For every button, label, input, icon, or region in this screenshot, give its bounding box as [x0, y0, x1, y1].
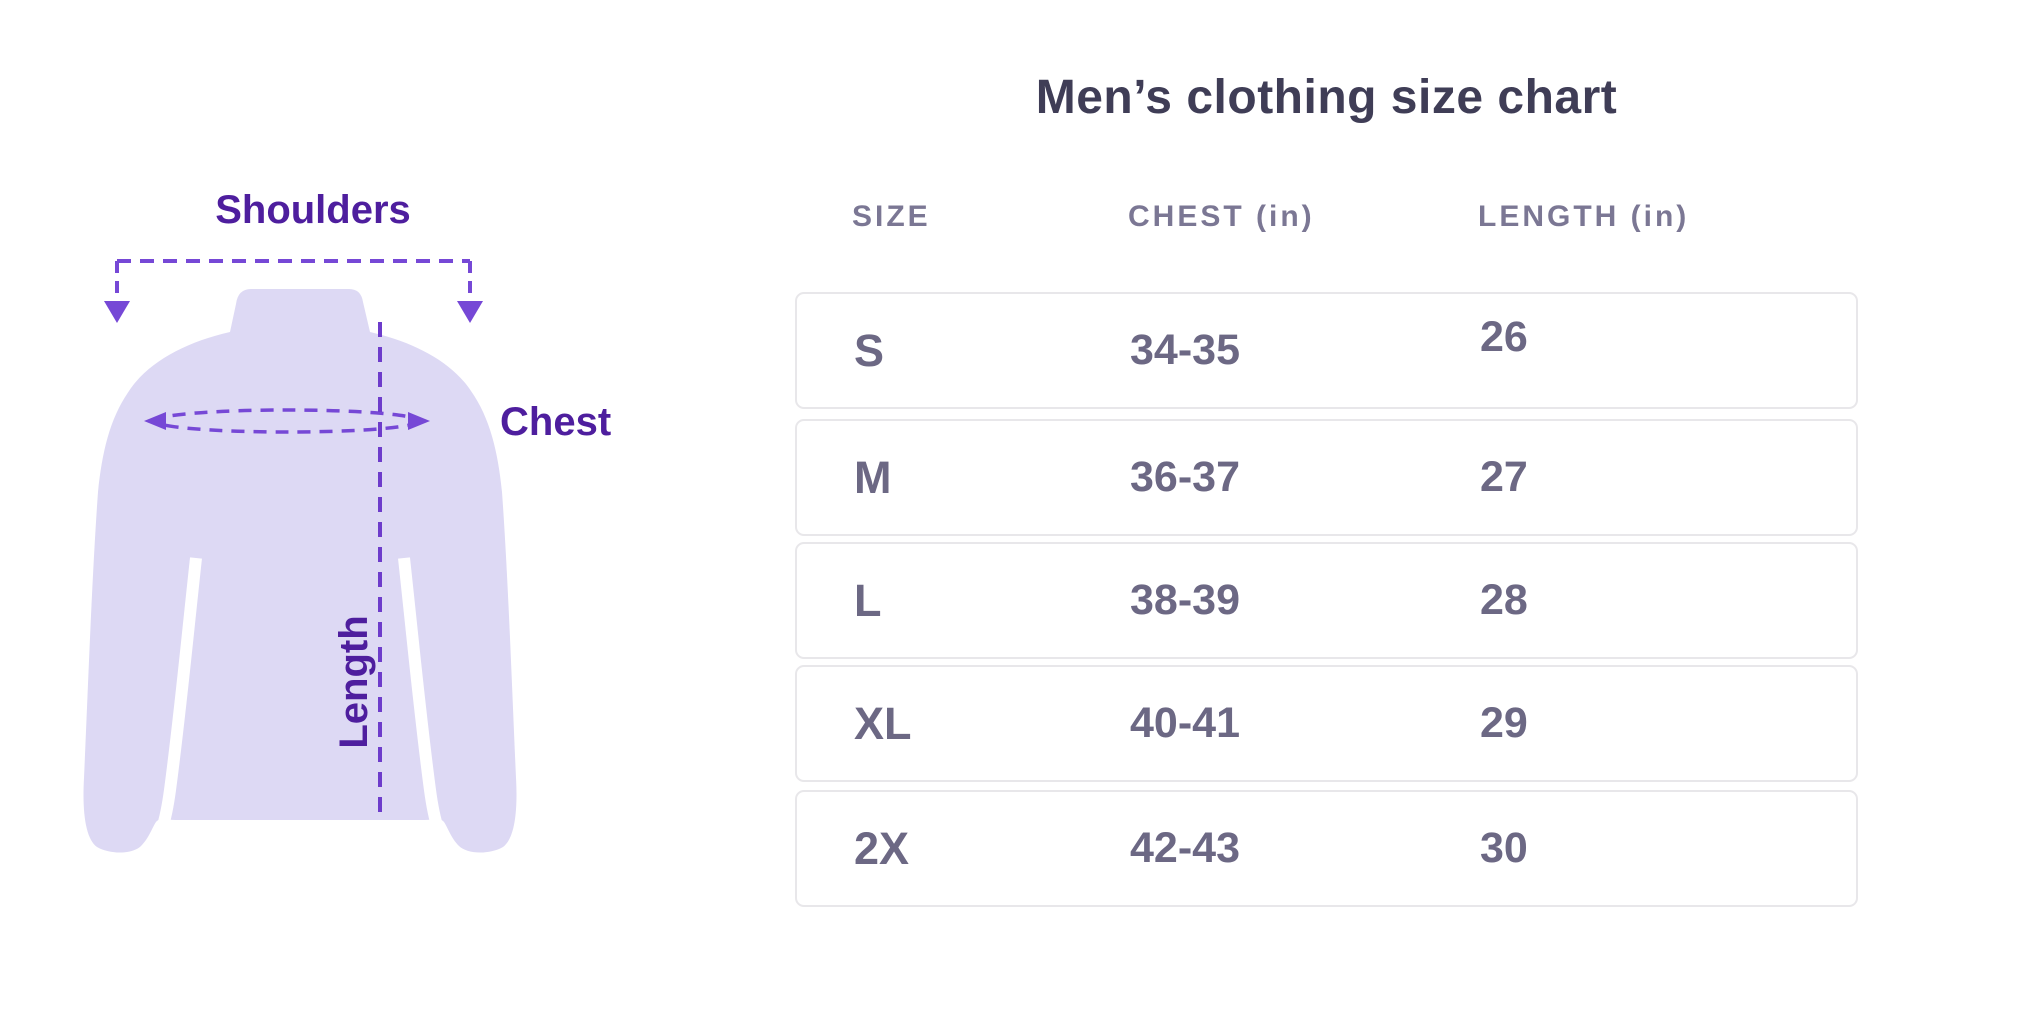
size-cell: M: [854, 451, 892, 503]
length-cell: 28: [1480, 576, 1528, 624]
chest-label: Chest: [500, 400, 612, 444]
shoulders-label: Shoulders: [215, 188, 411, 232]
shoulders-arrowhead-left: [104, 301, 130, 323]
size-cell: 2X: [854, 822, 910, 874]
table-row-xl: XL 40-41 29: [795, 665, 1858, 782]
sleeve-gap-right: [398, 557, 458, 862]
length-cell: 27: [1480, 453, 1528, 501]
table-row-s: S 34-35 26: [795, 292, 1858, 409]
size-chart-table: S 34-35 26 M 36-37 27 L 38-39 28 XL 40-4…: [795, 292, 1858, 907]
column-header-length: LENGTH (in): [1478, 200, 1690, 233]
chest-cell: 38-39: [1130, 576, 1240, 624]
chest-cell: 40-41: [1130, 699, 1240, 747]
length-cell: 26: [1480, 313, 1528, 361]
sleeve-gap-left: [142, 557, 202, 862]
shoulders-measure-bracket: [115, 259, 472, 301]
table-header-row: SIZE CHEST (in) LENGTH (in): [795, 200, 1858, 234]
size-cell: S: [854, 324, 885, 376]
length-label: Length: [332, 615, 376, 749]
table-row-m: M 36-37 27: [795, 419, 1858, 536]
chest-arrowhead-right: [408, 412, 430, 430]
length-cell: 30: [1480, 824, 1528, 872]
size-cell: XL: [854, 697, 912, 749]
chest-arrowhead-left: [144, 412, 166, 430]
shirt-diagram-svg: [83, 259, 517, 862]
chart-title: Men’s clothing size chart: [1035, 71, 1618, 124]
chest-cell: 36-37: [1130, 453, 1240, 501]
size-cell: L: [854, 574, 882, 626]
chest-cell: 42-43: [1130, 824, 1240, 872]
chest-cell: 34-35: [1130, 326, 1240, 374]
length-cell: 29: [1480, 699, 1528, 747]
table-row-2x: 2X 42-43 30: [795, 790, 1858, 907]
column-header-size: SIZE: [852, 200, 931, 233]
table-row-l: L 38-39 28: [795, 542, 1858, 659]
column-header-chest: CHEST (in): [1128, 200, 1315, 233]
shirt-illustration: [83, 289, 517, 853]
shoulders-arrowhead-right: [457, 301, 483, 323]
